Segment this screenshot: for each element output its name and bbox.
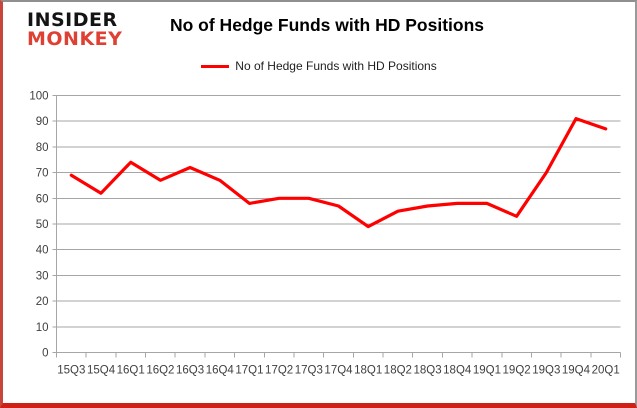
legend-label: No of Hedge Funds with HD Positions xyxy=(235,59,437,73)
svg-text:18Q4: 18Q4 xyxy=(443,365,472,377)
svg-text:20Q1: 20Q1 xyxy=(592,365,620,377)
svg-text:20: 20 xyxy=(36,296,49,308)
svg-text:17Q1: 17Q1 xyxy=(235,365,263,377)
svg-text:17Q2: 17Q2 xyxy=(265,365,293,377)
y-axis-labels: 0 10 20 30 40 50 60 70 80 90 100 xyxy=(29,91,48,360)
logo-line-insider: INSIDER xyxy=(27,9,118,31)
svg-text:70: 70 xyxy=(36,168,49,180)
svg-text:17Q4: 17Q4 xyxy=(324,365,353,377)
grid-lines xyxy=(56,95,621,353)
svg-text:50: 50 xyxy=(36,219,49,231)
svg-text:16Q1: 16Q1 xyxy=(117,365,145,377)
svg-text:19Q1: 19Q1 xyxy=(473,365,501,377)
svg-text:30: 30 xyxy=(36,270,49,282)
svg-text:90: 90 xyxy=(36,116,49,128)
chart-title: No of Hedge Funds with HD Positions xyxy=(169,15,485,35)
svg-text:80: 80 xyxy=(36,142,49,154)
svg-text:40: 40 xyxy=(36,245,49,257)
svg-text:19Q4: 19Q4 xyxy=(562,365,591,377)
svg-text:15Q4: 15Q4 xyxy=(87,365,116,377)
svg-text:19Q3: 19Q3 xyxy=(532,365,560,377)
svg-text:0: 0 xyxy=(42,348,48,360)
x-axis-labels: 15Q3 15Q4 16Q1 16Q2 16Q3 16Q4 17Q1 17Q2 17Q3 17Q4… xyxy=(57,365,619,377)
axes xyxy=(52,95,621,358)
svg-text:60: 60 xyxy=(36,193,49,205)
svg-text:16Q2: 16Q2 xyxy=(146,365,174,377)
logo-line-monkey: MONKEY xyxy=(27,27,123,50)
svg-text:19Q2: 19Q2 xyxy=(503,365,531,377)
legend-line-swatch xyxy=(201,64,230,68)
svg-text:18Q3: 18Q3 xyxy=(413,365,441,377)
insider-monkey-logo: INSIDER MONKEY xyxy=(27,11,122,48)
svg-text:15Q3: 15Q3 xyxy=(57,365,85,377)
svg-text:17Q3: 17Q3 xyxy=(295,365,323,377)
svg-text:100: 100 xyxy=(29,91,48,103)
svg-text:16Q3: 16Q3 xyxy=(176,365,204,377)
svg-text:10: 10 xyxy=(36,322,49,334)
svg-text:16Q4: 16Q4 xyxy=(206,365,235,377)
chart-legend: No of Hedge Funds with HD Positions xyxy=(3,59,635,73)
data-line-series xyxy=(69,116,608,229)
svg-text:18Q1: 18Q1 xyxy=(354,365,382,377)
svg-text:18Q2: 18Q2 xyxy=(384,365,412,377)
